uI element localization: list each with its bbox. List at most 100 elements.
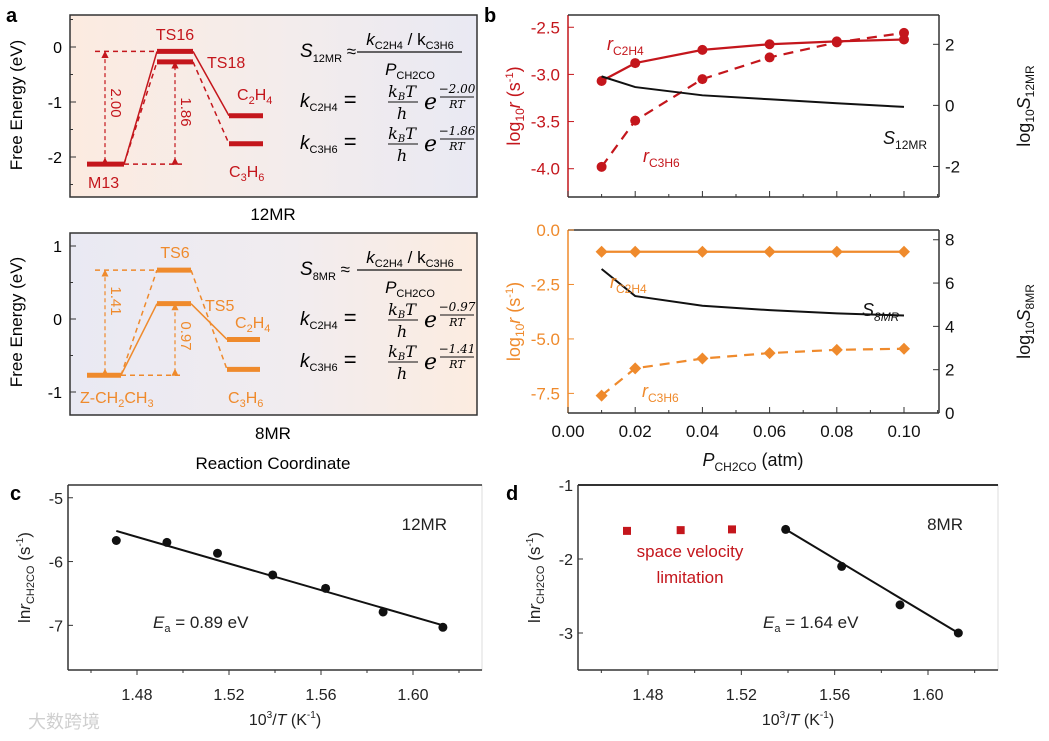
exponent-denominator: RT (448, 140, 466, 153)
planck-h: h (397, 146, 407, 165)
text-part: -1 (504, 288, 516, 298)
x-tick-label: 1.56 (819, 687, 850, 704)
series-label-r_C2H4: rC2H4 (607, 34, 644, 58)
exponent-numerator: −1.41 (439, 342, 476, 356)
series-label-S_8MR: S8MR (862, 300, 900, 324)
text-part: CH2CO (715, 460, 757, 474)
rate-constant-label: kC3H6 = (300, 129, 357, 156)
exp-e: e (424, 90, 437, 115)
y-axis-label: Free Energy (eV) (7, 40, 26, 170)
text-part: 10 (513, 323, 527, 337)
level-label-ts16: TS16 (156, 27, 194, 44)
series-line-S_12MR (601, 75, 905, 108)
data-point (213, 548, 222, 558)
text-part: B (397, 134, 405, 145)
y2-tick-label: 4 (945, 317, 954, 336)
text-part: C3H6 (649, 156, 680, 170)
text-part: T (405, 124, 417, 143)
y2-tick-label: 0 (945, 96, 954, 115)
data-point-r_C3H6 (629, 362, 642, 375)
text-part: ) (504, 282, 524, 288)
text-part: 12MR (313, 53, 342, 65)
data-point (837, 561, 847, 571)
text-part: 8MR (1023, 284, 1037, 310)
data-point-r_C3H6 (763, 347, 776, 360)
text-part: 8MR (874, 310, 900, 324)
x-axis-label: Reaction Coordinate (196, 454, 351, 473)
y-tick-label: 0.0 (536, 221, 560, 240)
y2-tick-label: 2 (945, 361, 954, 380)
exponent-denominator: RT (448, 98, 466, 111)
text-part: S (300, 259, 313, 280)
x-tick-label: 0.04 (686, 422, 719, 441)
data-point (321, 583, 331, 593)
text-part: P (385, 60, 397, 79)
panel-title-8mr: 8MR (255, 424, 291, 443)
series-label-r_C2H4: rC2H4 (610, 272, 647, 296)
barrier-label-c2h4: 0.97 (177, 321, 194, 350)
series-line-r_C3H6 (600, 347, 905, 397)
text-part: (s (504, 298, 524, 318)
data-point-r_C2H4 (596, 76, 607, 87)
panel-title: 8MR (927, 515, 963, 534)
y-axis-label: Free Energy (eV) (7, 257, 26, 387)
y-tick-label: -7.5 (531, 384, 560, 403)
text-part: = (338, 129, 357, 154)
y-axis-label: log10r (s-1) (504, 282, 527, 361)
planck-h: h (397, 364, 407, 383)
text-part: T (405, 82, 417, 101)
y2-tick-label: 0 (945, 404, 954, 423)
text-part: C2H4 (310, 320, 338, 332)
exp-e: e (424, 132, 437, 157)
text-part: 12MR (1023, 65, 1037, 97)
level-label-ts18: TS18 (207, 55, 245, 72)
data-point-r_C2H4 (630, 58, 641, 69)
text-part: CH2CO (535, 565, 547, 604)
panel-label-d: d (506, 483, 518, 505)
kbt-numerator: kBT (388, 82, 417, 103)
exponent-denominator: RT (448, 358, 466, 371)
text-part: k (388, 300, 398, 319)
fraction-denominator: PCH2CO (385, 278, 435, 300)
rate-constant-label: kC2H4 = (300, 87, 357, 114)
text-part: ) (829, 712, 834, 729)
text-part: a (164, 623, 171, 635)
x-tick-label: 1.48 (632, 687, 663, 704)
text-part: 3 (780, 710, 786, 721)
level-label-z-ch2ch3: Z-CH2CH3 (80, 390, 154, 410)
text-part: C3H6 (426, 40, 454, 52)
text-part: = (338, 87, 357, 112)
data-point-r_C2H4 (629, 245, 642, 258)
text-part: r (15, 603, 34, 610)
text-part: = (338, 305, 357, 330)
text-part: T (405, 300, 417, 319)
y-tick-label: -1 (48, 385, 62, 402)
series-label-r_C3H6: rC3H6 (642, 381, 679, 405)
text-part: (K (286, 712, 307, 729)
text-part: C2H4 (310, 102, 338, 114)
text-part: (K (799, 712, 820, 729)
text-part: S (300, 41, 313, 62)
x-axis-label: 103/T (K-1) (762, 710, 834, 729)
x-axis-label: PCH2CO (atm) (702, 450, 803, 474)
series-line-r_C2H4 (601, 38, 905, 82)
text-part: (s (15, 547, 34, 566)
text-part: / k (403, 248, 426, 267)
x-tick-label: 1.60 (912, 687, 943, 704)
rate-constant-label: kC3H6 = (300, 347, 357, 374)
panel-title: 12MR (402, 515, 447, 534)
x-tick-label: 0.10 (887, 422, 920, 441)
x-tick-label: 1.52 (213, 687, 244, 704)
text-part: E (763, 613, 775, 632)
exponent-numerator: −2.00 (439, 82, 476, 96)
data-point (438, 622, 448, 632)
text-part: T (790, 712, 801, 729)
series-line-S_8MR (600, 268, 905, 317)
text-part: B (397, 92, 405, 103)
data-point (895, 600, 905, 610)
data-point-r_C2H4 (696, 245, 709, 258)
text-part: CH2CO (396, 288, 435, 300)
